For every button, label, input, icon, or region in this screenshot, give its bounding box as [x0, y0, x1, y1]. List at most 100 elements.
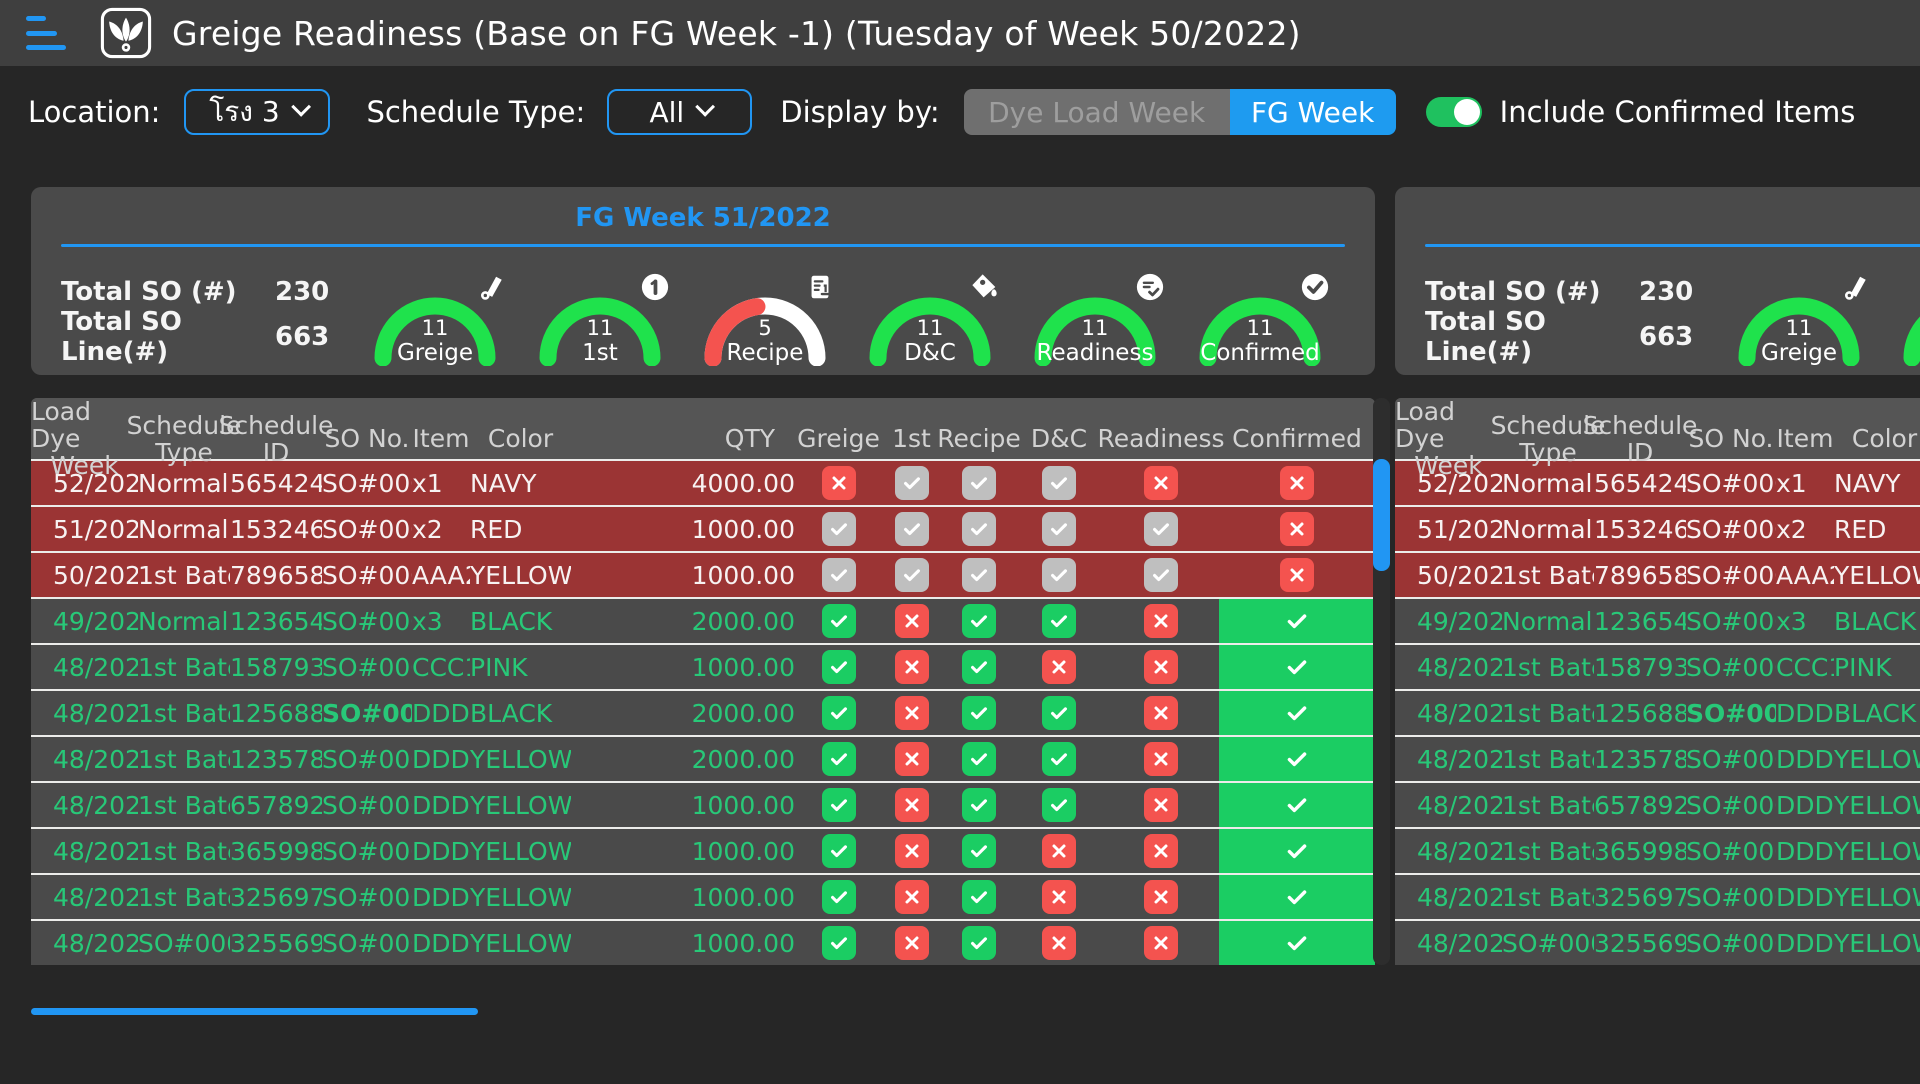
status-check-badge[interactable] — [962, 880, 996, 914]
status-cross-badge[interactable] — [1144, 650, 1178, 684]
table-row[interactable]: 48/20221st Batch123578SO#0004DDD2YELLOW2… — [31, 735, 1375, 781]
status-check-badge[interactable] — [821, 696, 856, 730]
table-row[interactable]: 52/2022Normal565424SO#0002x1NAVY4000.00 — [1395, 459, 1920, 505]
status-cross-badge[interactable] — [1042, 650, 1076, 684]
status-check-badge[interactable] — [1042, 558, 1076, 592]
status-check-badge[interactable] — [1042, 512, 1076, 546]
table-row[interactable]: 48/20221st Batch325697SO#0004DDD2YELLOW1… — [1395, 873, 1920, 919]
status-check-badge[interactable] — [962, 604, 996, 638]
status-check-badge[interactable] — [894, 512, 929, 546]
status-cross-badge[interactable] — [1042, 834, 1076, 868]
table-row[interactable]: 48/2022SO#0004325569SO#0004DDD2YELLOW100… — [1395, 919, 1920, 965]
status-cross-badge[interactable] — [894, 696, 929, 730]
table-row[interactable]: 51/2022Normal153246SO#0001x2RED1000.00 — [31, 505, 1375, 551]
status-cell — [1219, 737, 1375, 781]
table-row[interactable]: 48/20221st Batch1256889SO#0004DDD1BLACK2… — [31, 689, 1375, 735]
status-check-badge[interactable] — [962, 650, 996, 684]
table-row[interactable]: 50/20221st Batch789658SO#0001AAA2YELLOW1… — [1395, 551, 1920, 597]
table-row[interactable]: 48/20221st Batch158793SO#0003CCC1PINK100… — [31, 643, 1375, 689]
status-check-badge[interactable] — [1144, 558, 1178, 592]
status-cross-badge[interactable] — [1280, 466, 1314, 500]
include-confirmed-toggle[interactable] — [1425, 97, 1482, 127]
table-row[interactable]: 52/2022Normal565424SO#0002x1NAVY4000.00 — [31, 459, 1375, 505]
table-row[interactable]: 48/20221st Batch657892SO#0004DDD2YELLOW1… — [31, 781, 1375, 827]
status-cross-badge[interactable] — [1144, 604, 1178, 638]
status-cross-badge[interactable] — [894, 788, 929, 822]
menu-icon[interactable] — [26, 13, 68, 53]
status-cross-badge[interactable] — [821, 466, 856, 500]
confirm-button[interactable] — [1219, 783, 1375, 827]
status-check-badge[interactable] — [894, 466, 929, 500]
status-check-badge[interactable] — [962, 512, 996, 546]
horizontal-scrollbar-thumb[interactable] — [31, 1008, 478, 1015]
confirm-button[interactable] — [1219, 921, 1375, 965]
status-cross-badge[interactable] — [894, 604, 929, 638]
status-check-badge[interactable] — [821, 880, 856, 914]
status-check-badge[interactable] — [821, 558, 856, 592]
status-check-badge[interactable] — [821, 512, 856, 546]
status-check-badge[interactable] — [962, 558, 996, 592]
status-cross-badge[interactable] — [894, 926, 929, 960]
table-row[interactable]: 50/20221st Batch789658SO#0001AAA2YELLOW1… — [31, 551, 1375, 597]
table-row[interactable]: 49/2022Normal1236547SO#0001x3BLACK2000.0… — [1395, 597, 1920, 643]
status-check-badge[interactable] — [821, 926, 856, 960]
status-check-badge[interactable] — [894, 558, 929, 592]
status-check-badge[interactable] — [962, 466, 996, 500]
confirm-button[interactable] — [1219, 737, 1375, 781]
confirm-button[interactable] — [1219, 645, 1375, 689]
status-check-badge[interactable] — [821, 650, 856, 684]
status-cross-badge[interactable] — [1042, 880, 1076, 914]
status-cross-badge[interactable] — [1144, 926, 1178, 960]
confirm-button[interactable] — [1219, 875, 1375, 919]
dye-load-week-button[interactable]: Dye Load Week — [963, 89, 1230, 135]
status-cross-badge[interactable] — [1144, 834, 1178, 868]
fg-week-button[interactable]: FG Week — [1229, 89, 1396, 135]
status-cross-badge[interactable] — [894, 650, 929, 684]
status-check-badge[interactable] — [821, 788, 856, 822]
table-row[interactable]: 48/2022SO#0004325569SO#0004DDD2YELLOW100… — [31, 919, 1375, 965]
status-cross-badge[interactable] — [894, 880, 929, 914]
status-cross-badge[interactable] — [1042, 926, 1076, 960]
status-check-badge[interactable] — [962, 696, 996, 730]
vertical-scrollbar-track[interactable] — [1373, 398, 1390, 965]
status-check-badge[interactable] — [821, 604, 856, 638]
status-cross-badge[interactable] — [894, 834, 929, 868]
status-check-badge[interactable] — [821, 742, 856, 776]
status-check-badge[interactable] — [1042, 742, 1076, 776]
status-check-badge[interactable] — [1042, 696, 1076, 730]
status-cross-badge[interactable] — [894, 742, 929, 776]
table-row[interactable]: 48/20221st Batch325697SO#0004DDD2YELLOW1… — [31, 873, 1375, 919]
status-cross-badge[interactable] — [1144, 880, 1178, 914]
table-row[interactable]: 48/20221st Batch158793SO#0003CCC1PINK100… — [1395, 643, 1920, 689]
status-cross-badge[interactable] — [1144, 788, 1178, 822]
status-cross-badge[interactable] — [1144, 466, 1178, 500]
table-cell: DDD2 — [412, 928, 470, 958]
status-cross-badge[interactable] — [1280, 512, 1314, 546]
schedule-type-select[interactable]: All — [607, 89, 753, 135]
table-row[interactable]: 48/20221st Batch657892SO#0004DDD2YELLOW1… — [1395, 781, 1920, 827]
table-row[interactable]: 48/20221st Batch365998SO#0004DDD2YELLOW1… — [31, 827, 1375, 873]
status-check-badge[interactable] — [1042, 788, 1076, 822]
status-cross-badge[interactable] — [1144, 696, 1178, 730]
gauge-value: 11 — [1081, 316, 1109, 340]
table-row[interactable]: 48/20221st Batch365998SO#0004DDD2YELLOW1… — [1395, 827, 1920, 873]
status-cross-badge[interactable] — [1280, 558, 1314, 592]
confirm-button[interactable] — [1219, 829, 1375, 873]
location-select[interactable]: โรง 3 — [184, 89, 331, 135]
confirm-button[interactable] — [1219, 599, 1375, 643]
status-check-badge[interactable] — [962, 742, 996, 776]
table-row[interactable]: 51/2022Normal153246SO#0001x2RED1000.00 — [1395, 505, 1920, 551]
status-cross-badge[interactable] — [1144, 742, 1178, 776]
status-check-badge[interactable] — [1144, 512, 1178, 546]
vertical-scrollbar-thumb[interactable] — [1373, 459, 1390, 571]
status-check-badge[interactable] — [1042, 466, 1076, 500]
status-check-badge[interactable] — [821, 834, 856, 868]
status-check-badge[interactable] — [962, 926, 996, 960]
confirm-button[interactable] — [1219, 691, 1375, 735]
status-check-badge[interactable] — [962, 834, 996, 868]
table-row[interactable]: 48/20221st Batch1256889SO#0004DDD1BLACK2… — [1395, 689, 1920, 735]
status-check-badge[interactable] — [962, 788, 996, 822]
table-row[interactable]: 48/20221st Batch123578SO#0004DDD2YELLOW2… — [1395, 735, 1920, 781]
status-check-badge[interactable] — [1042, 604, 1076, 638]
table-row[interactable]: 49/2022Normal1236547SO#0001x3BLACK2000.0… — [31, 597, 1375, 643]
